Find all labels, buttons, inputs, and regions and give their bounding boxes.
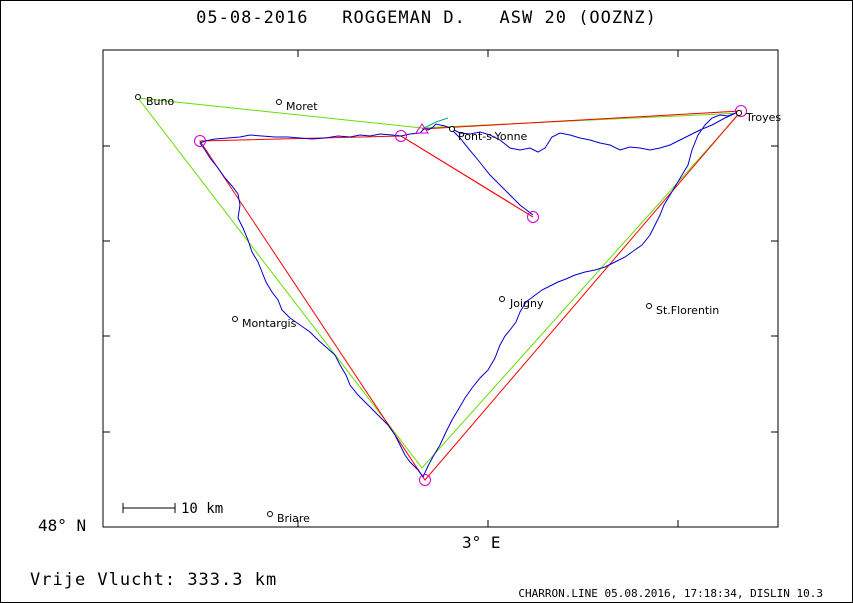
start-line xyxy=(423,117,449,129)
flight-date: 05-08-2016 xyxy=(196,8,309,28)
town-joigny: Joigny xyxy=(499,296,544,310)
longitude-label: 3° E xyxy=(462,533,501,552)
town-troyes: Troyes xyxy=(736,110,781,124)
task-route xyxy=(199,110,743,481)
start-triangle xyxy=(415,123,429,134)
town-briare: Briare xyxy=(267,511,310,525)
town-label: Briare xyxy=(277,512,310,525)
turnpoint-circle xyxy=(395,130,407,142)
town-moret: Moret xyxy=(276,99,318,113)
town-label: Pont-s-Yonne xyxy=(458,130,528,143)
task-route-leg xyxy=(400,135,534,218)
turnpoint-circle xyxy=(194,135,206,147)
towns: Buno Moret Pont-s-Yonne Troyes Montargis… xyxy=(135,94,781,525)
flight-track xyxy=(199,111,739,478)
optimized-route xyxy=(137,97,742,469)
scale-bar xyxy=(122,503,176,513)
turnpoint-circle xyxy=(419,474,431,486)
town-pont-s-yonne: Pont-s-Yonne xyxy=(449,126,528,143)
town-st-florentin: St.Florentin xyxy=(646,303,719,317)
pilot-name: ROGGEMAN D. xyxy=(342,8,466,28)
town-label: Troyes xyxy=(745,111,781,124)
glider-name: ASW 20 (OOZNZ) xyxy=(499,8,657,28)
turnpoints xyxy=(194,105,747,486)
town-label: Moret xyxy=(286,100,318,113)
town-label: Buno xyxy=(146,95,174,108)
axis-ticks xyxy=(103,50,778,527)
town-montargis: Montargis xyxy=(232,316,297,330)
distance-label: Vrije Vlucht: xyxy=(30,570,177,590)
flight-title: 05-08-2016 ROGGEMAN D. ASW 20 (OOZNZ) xyxy=(0,8,853,28)
distance-value: 333.3 km xyxy=(187,570,278,590)
scale-bar-label: 10 km xyxy=(181,501,223,517)
town-label: Montargis xyxy=(242,317,297,330)
town-label: Joigny xyxy=(509,297,544,310)
latitude-label: 48° N xyxy=(38,516,87,535)
turnpoint-circle xyxy=(527,211,539,223)
town-buno: Buno xyxy=(135,94,174,108)
free-flight-distance: Vrije Vlucht: 333.3 km xyxy=(30,570,277,590)
town-label: St.Florentin xyxy=(656,304,719,317)
turnpoint-circle xyxy=(735,105,747,117)
plot-border xyxy=(102,49,779,528)
file-info: CHARRON.LINE 05.08.2016, 17:18:34, DISLI… xyxy=(518,587,823,600)
